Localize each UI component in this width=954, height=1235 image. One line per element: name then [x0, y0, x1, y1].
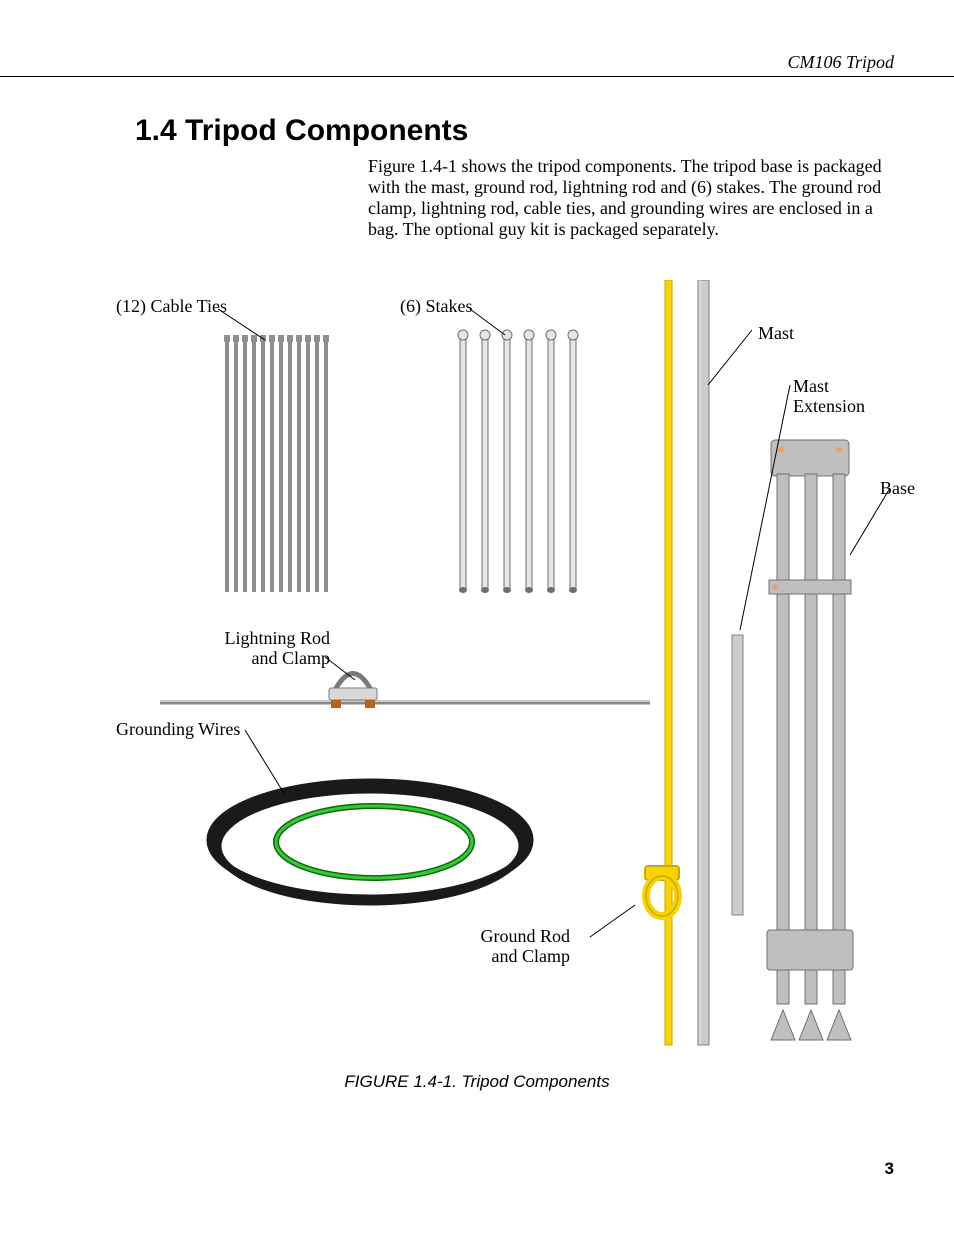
label-cable-ties: (12) Cable Ties	[116, 297, 227, 317]
header-rule	[0, 76, 954, 77]
label-ground-rod: Ground Rod and Clamp	[470, 927, 570, 967]
label-base: Base	[880, 479, 915, 499]
section-heading: 1.4 Tripod Components	[135, 114, 468, 148]
label-stakes: (6) Stakes	[400, 297, 472, 317]
label-mast-extension: Mast Extension	[793, 377, 900, 417]
page-number: 3	[885, 1159, 894, 1179]
section-paragraph: Figure 1.4-1 shows the tripod components…	[368, 156, 898, 240]
label-mast: Mast	[758, 324, 794, 344]
label-grounding-wires: Grounding Wires	[116, 720, 240, 740]
label-lightning-rod: Lightning Rod and Clamp	[222, 629, 330, 669]
running-header: CM106 Tripod	[787, 52, 894, 73]
figure-caption: FIGURE 1.4-1. Tripod Components	[0, 1072, 954, 1092]
figure-tripod-components: (12) Cable Ties (6) Stakes Mast Mast Ext…	[110, 280, 900, 1050]
document-page: CM106 Tripod 1.4 Tripod Components Figur…	[0, 0, 954, 1235]
